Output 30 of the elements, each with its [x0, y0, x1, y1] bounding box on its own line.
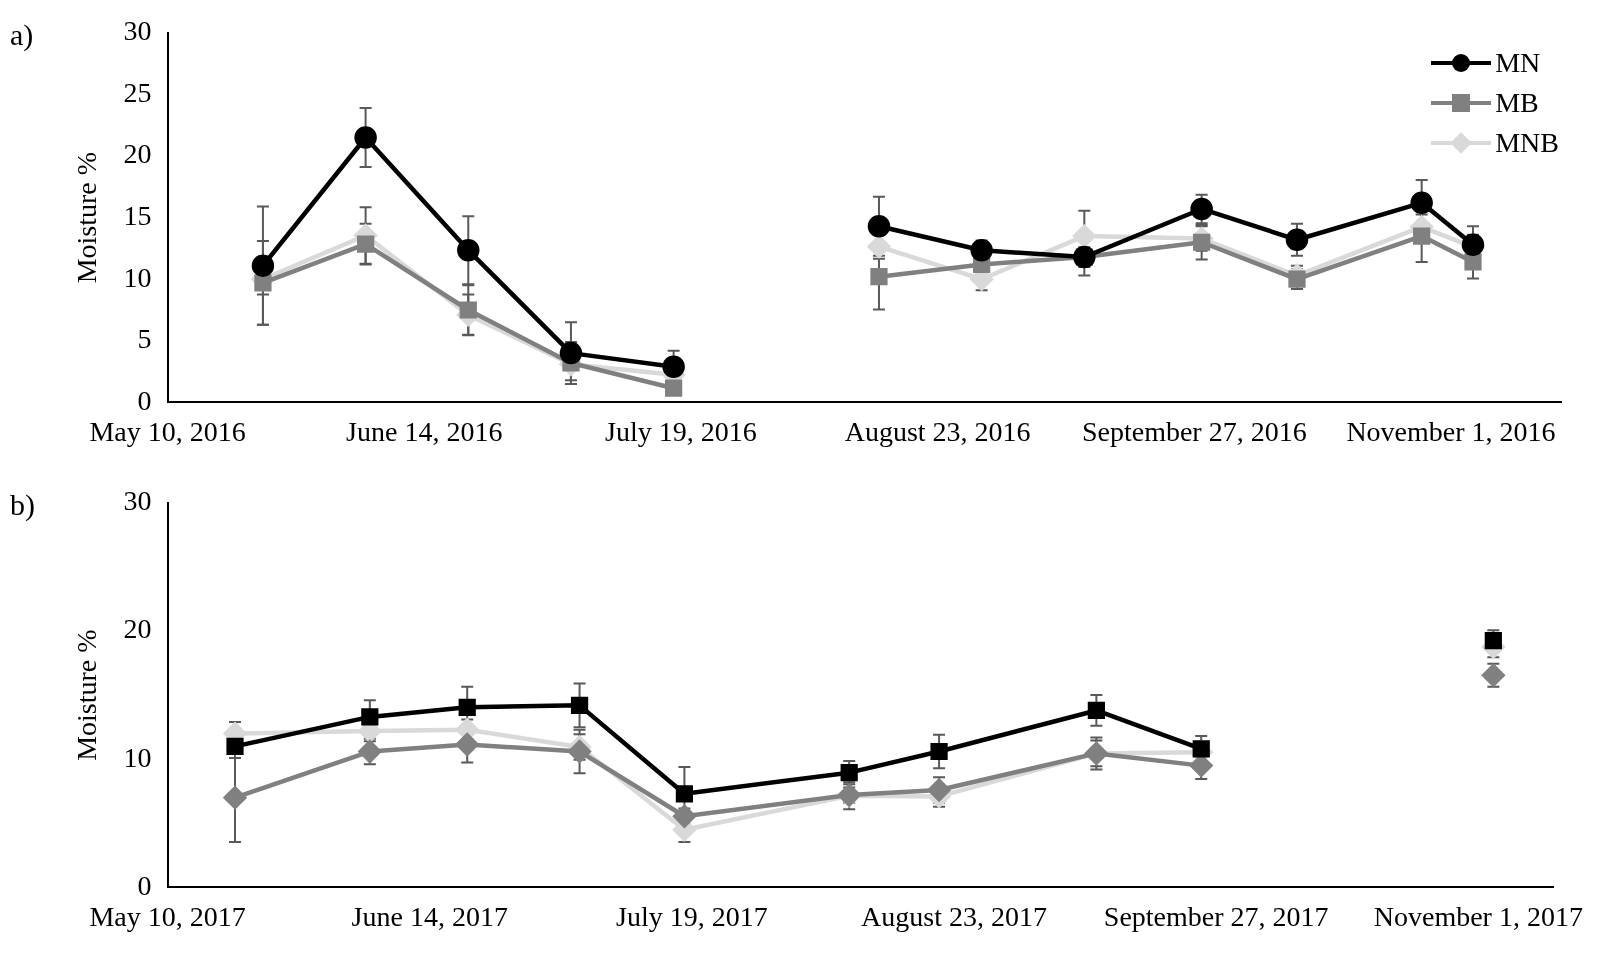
legend-label: MN — [1495, 46, 1541, 79]
y-tick-label: 10 — [123, 741, 152, 773]
y-tick-label: 30 — [123, 15, 152, 47]
x-tick-label: September 27, 2016 — [1081, 415, 1307, 447]
x-tick-label: November 1, 2017 — [1373, 900, 1583, 932]
y-tick-label: 5 — [137, 323, 152, 355]
x-tick-label: June 14, 2016 — [346, 415, 503, 447]
y-axis-title: Moisture % — [71, 151, 103, 284]
x-tick-label: August 23, 2016 — [844, 415, 1031, 447]
x-tick-label: November 1, 2016 — [1346, 415, 1556, 447]
y-tick-label: 20 — [123, 613, 152, 645]
x-tick-label: June 14, 2017 — [351, 900, 508, 932]
y-tick-label: 0 — [137, 869, 152, 901]
y-axis-title: Moisture % — [71, 629, 103, 761]
y-tick-label: 0 — [137, 384, 152, 416]
y-tick-label: 10 — [123, 261, 152, 293]
legend-label: MNB — [1495, 126, 1559, 159]
x-tick-label: September 27, 2017 — [1103, 900, 1329, 932]
x-tick-label: August 23, 2017 — [861, 900, 1048, 932]
y-tick-label: 15 — [123, 199, 152, 231]
text: b) — [10, 487, 35, 522]
x-tick-label: May 10, 2016 — [89, 415, 246, 447]
y-tick-label: 20 — [123, 138, 152, 170]
y-tick-label: 25 — [123, 76, 152, 108]
text: a) — [10, 17, 34, 52]
x-tick-label: July 19, 2017 — [616, 900, 768, 932]
x-tick-label: July 19, 2016 — [605, 415, 757, 447]
legend-label: MB — [1495, 86, 1539, 119]
y-tick-label: 30 — [123, 485, 152, 517]
x-tick-label: May 10, 2017 — [89, 900, 246, 932]
